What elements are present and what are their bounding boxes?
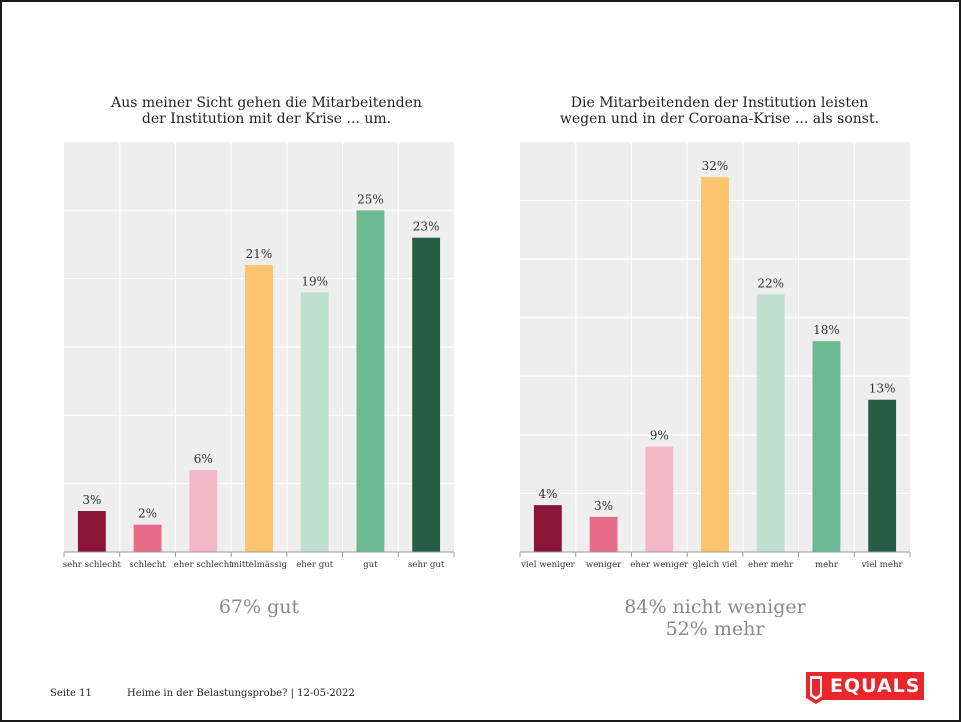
category-label: sehr gut xyxy=(408,560,445,570)
bar xyxy=(812,341,841,552)
category-label: eher gut xyxy=(296,560,334,570)
category-label: gut xyxy=(363,560,378,570)
bar xyxy=(412,237,441,552)
category-label: eher mehr xyxy=(748,560,794,570)
data-label: 13% xyxy=(869,382,896,396)
chart-2-summary-line-2: 52% mehr xyxy=(665,618,765,640)
bar xyxy=(701,177,729,552)
chart-2-summary-line-1: 84% nicht weniger xyxy=(624,596,806,618)
chart-2-title-line-1: Die Mitarbeitenden der Institution leist… xyxy=(570,95,869,111)
category-label: schlecht xyxy=(129,560,166,570)
data-label: 32% xyxy=(702,159,729,173)
chart-1-title-line-2: der Institution mit der Krise ... um. xyxy=(141,111,392,127)
data-label: 9% xyxy=(650,429,669,443)
bar xyxy=(645,446,674,552)
data-label: 18% xyxy=(813,323,840,337)
data-label: 23% xyxy=(413,220,440,234)
chart-2-summary: 84% nicht weniger 52% mehr xyxy=(520,596,910,640)
chart-2: 4% viel weniger 3% weniger 9% eher weniger 32%… xyxy=(519,142,911,570)
category-label: sehr schlecht xyxy=(63,560,122,570)
bar xyxy=(868,399,897,552)
bar xyxy=(589,516,618,552)
logo-wordmark: EQUALS xyxy=(816,672,924,700)
logo-tag-icon xyxy=(806,672,826,704)
chart-1-title-line-1: Aus meiner Sicht gehen die Mitarbeitende… xyxy=(111,95,422,111)
category-label: mehr xyxy=(815,560,839,570)
data-label: 21% xyxy=(246,247,273,261)
bar xyxy=(300,292,329,552)
chart-1-summary-line-1: 67% gut xyxy=(218,596,300,618)
data-label: 2% xyxy=(138,507,157,521)
category-label: weniger xyxy=(586,560,622,570)
data-label: 25% xyxy=(357,192,384,206)
category-label: eher schlecht xyxy=(174,560,233,570)
bar xyxy=(756,294,785,552)
footer-page-number: Seite 11 xyxy=(50,688,92,699)
chart-2-title: Die Mitarbeitenden der Institution leist… xyxy=(517,95,922,127)
category-label: eher weniger xyxy=(630,560,689,570)
data-label: 4% xyxy=(538,487,557,501)
data-label: 3% xyxy=(82,493,101,507)
data-label: 19% xyxy=(301,274,328,288)
bar xyxy=(133,524,162,552)
category-label: viel weniger xyxy=(520,560,575,570)
chart-2-title-line-2: wegen und in der Coroana-Krise ... als s… xyxy=(559,111,880,127)
footer-title: Heime in der Belastungsprobe? | 12-05-20… xyxy=(127,688,355,699)
data-label: 6% xyxy=(194,452,213,466)
bar xyxy=(356,210,385,552)
bar xyxy=(189,470,218,552)
category-label: gleich viel xyxy=(693,560,738,570)
chart-1: 3% sehr schlecht 2% schlecht 6% eher schlecht… xyxy=(63,142,455,570)
bar xyxy=(245,265,273,552)
bar xyxy=(77,511,106,552)
data-label: 3% xyxy=(594,499,613,513)
equals-logo: EQUALS xyxy=(802,668,926,706)
bar xyxy=(533,505,562,552)
category-label: viel mehr xyxy=(861,560,904,570)
category-label: mittelmässig xyxy=(231,560,287,570)
chart-1-title: Aus meiner Sicht gehen die Mitarbeitende… xyxy=(64,95,469,127)
chart-1-summary: 67% gut xyxy=(64,596,454,618)
data-label: 22% xyxy=(757,276,784,290)
